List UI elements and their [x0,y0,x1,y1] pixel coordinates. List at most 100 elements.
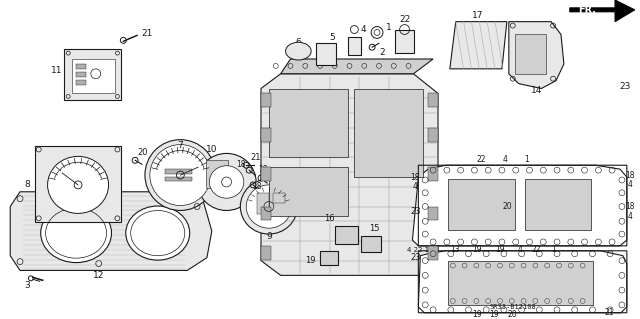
Text: 19: 19 [472,245,482,254]
Text: 23: 23 [619,82,630,91]
Text: 22: 22 [532,245,541,254]
Text: 4: 4 [627,212,632,221]
Text: 6: 6 [296,38,301,47]
Text: 1: 1 [386,23,392,32]
Text: 15: 15 [369,224,380,233]
Text: 18: 18 [237,160,246,169]
Ellipse shape [209,166,244,198]
Bar [448,261,593,305]
Text: 16: 16 [324,214,335,223]
Bar [72,59,115,93]
Text: 1: 1 [524,155,529,164]
Bar [261,206,271,220]
Polygon shape [10,192,212,271]
Bar [76,64,86,69]
Bar [261,167,271,181]
Text: 21: 21 [141,29,152,38]
Text: 4: 4 [360,25,366,34]
Ellipse shape [285,42,311,60]
Text: 2: 2 [379,48,385,57]
Text: 1: 1 [552,245,556,254]
Bar [261,246,271,260]
Bar [261,93,271,107]
Polygon shape [281,59,433,74]
Bar [335,226,358,244]
Polygon shape [261,74,438,275]
Text: 9: 9 [266,232,272,241]
Bar [269,88,348,157]
Text: 18: 18 [258,165,268,174]
Bar [206,160,228,188]
Ellipse shape [47,156,109,213]
Polygon shape [509,22,564,88]
Text: 19: 19 [305,256,316,265]
Text: 19: 19 [495,245,505,254]
Bar [428,246,438,260]
Bar [269,167,348,216]
Bar [316,43,336,65]
Bar [525,179,591,230]
Text: 18: 18 [625,202,634,211]
Text: 5: 5 [329,33,335,42]
Text: 12: 12 [93,271,104,280]
Ellipse shape [41,204,111,263]
Bar [257,193,269,214]
Text: 4: 4 [502,155,508,164]
Bar [164,177,192,181]
Text: 4: 4 [413,182,418,191]
Text: 4: 4 [517,245,522,254]
Text: 10: 10 [206,145,218,154]
Ellipse shape [150,145,211,205]
Text: 20: 20 [502,202,511,211]
Bar [348,37,362,55]
Bar [76,80,86,85]
Text: 21: 21 [251,153,261,162]
Text: 8: 8 [24,180,30,189]
Text: 4 22 1: 4 22 1 [407,247,429,253]
Bar [362,236,381,252]
Bar [35,145,122,222]
Ellipse shape [145,140,216,211]
Ellipse shape [197,153,256,211]
Text: 23: 23 [410,253,420,262]
Text: 4: 4 [627,180,632,189]
Text: 22: 22 [477,155,486,164]
Bar [515,34,546,74]
Bar [76,72,86,77]
Bar [164,169,192,174]
Text: 21: 21 [604,308,614,317]
Text: 19: 19 [472,310,482,319]
Text: SR33-B12108: SR33-B12108 [490,304,536,310]
Text: 20: 20 [508,310,518,319]
Bar [448,179,515,230]
Text: 18: 18 [625,171,634,180]
Bar [64,49,122,100]
Bar [273,193,285,203]
Text: 19: 19 [489,310,499,319]
Text: 23: 23 [410,207,420,216]
Bar [261,128,271,142]
Text: 7: 7 [177,141,183,150]
Text: 3: 3 [24,281,30,290]
Polygon shape [570,0,635,22]
Polygon shape [450,22,507,69]
Text: 22: 22 [399,15,410,24]
Text: 20: 20 [138,148,148,157]
Text: 17: 17 [472,11,483,20]
Bar [428,93,438,107]
Text: 18: 18 [411,173,420,182]
Ellipse shape [126,206,189,260]
Text: FR.: FR. [579,5,596,15]
Polygon shape [419,251,627,313]
Ellipse shape [241,179,298,234]
Bar [395,29,415,53]
Text: 14: 14 [531,86,542,95]
Text: 18: 18 [252,182,262,191]
Text: 13: 13 [450,245,460,254]
Polygon shape [412,165,627,246]
Ellipse shape [246,185,291,228]
Bar [355,88,423,177]
Bar [320,251,338,264]
Bar [428,206,438,220]
Bar [428,167,438,181]
